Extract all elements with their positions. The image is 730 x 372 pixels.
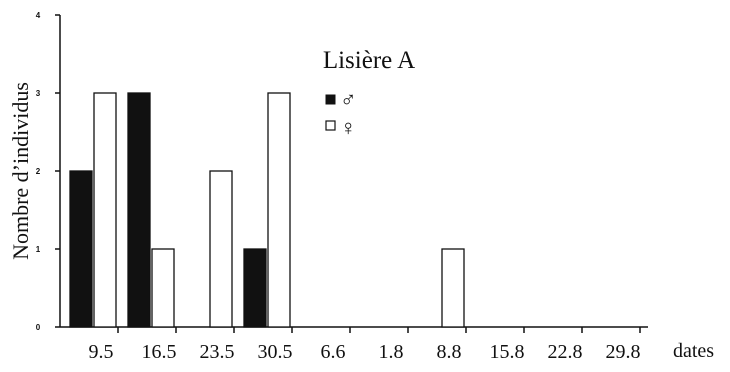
bar-male	[69, 170, 93, 328]
bar-female	[151, 248, 175, 328]
x-tick-label: 29.8	[606, 341, 641, 363]
x-tick-label: 16.5	[142, 341, 177, 363]
y-axis-label: Nombre d’individus	[8, 82, 33, 260]
chart-title: Lisière A	[323, 47, 415, 74]
bars	[69, 92, 465, 328]
x-tick-label: 1.8	[379, 341, 404, 363]
bar-male	[243, 248, 267, 328]
y-tick-label: 3	[36, 89, 41, 98]
y-tick-label: 2	[36, 167, 41, 176]
x-axis-label: dates	[673, 340, 714, 362]
y-tick-label: 4	[36, 11, 41, 20]
legend-swatch-female	[325, 120, 336, 131]
x-tick-label: 23.5	[200, 341, 235, 363]
bar-female	[267, 92, 291, 328]
bar-male	[127, 92, 151, 328]
x-tick-label: 30.5	[258, 341, 293, 363]
x-tick-label: 8.8	[437, 341, 462, 363]
bar-female	[209, 170, 233, 328]
x-tick-label: 22.8	[548, 341, 583, 363]
y-tick-label: 1	[36, 245, 41, 254]
legend-swatch-male	[325, 94, 336, 105]
legend-label-female: ♀	[340, 115, 357, 140]
legend-label-male: ♂	[340, 87, 357, 112]
y-ticks: 0 1 2 3 4	[36, 11, 60, 332]
legend: ♂ ♀	[325, 87, 357, 140]
x-tick-label: 15.8	[490, 341, 525, 363]
bar-female	[441, 248, 465, 328]
y-tick-label: 0	[36, 323, 41, 332]
bar-female	[93, 92, 117, 328]
x-tick-label: 6.6	[321, 341, 346, 363]
x-tick-label: 9.5	[89, 341, 114, 363]
x-ticks: 9.5 16.5 23.5 30.5 6.6 1.8 8.8 15.8 22.8 29.8	[89, 327, 641, 363]
